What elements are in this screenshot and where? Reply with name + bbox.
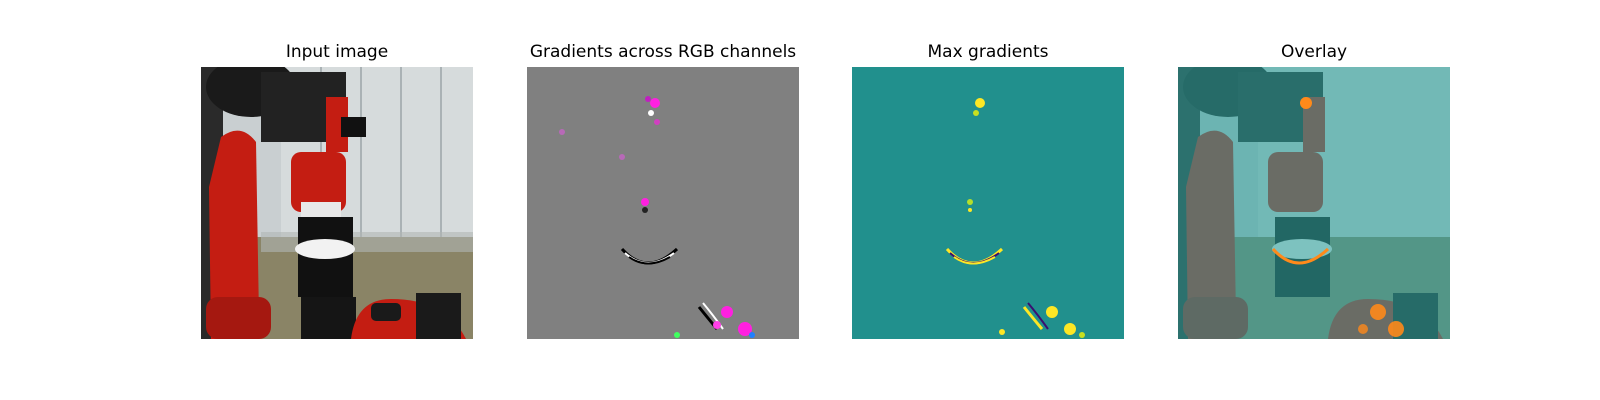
max-gradient-image (852, 67, 1124, 339)
panel-input-image: Input image (201, 0, 473, 400)
panel-max-gradients: Max gradients (852, 0, 1124, 400)
overlay-image (1178, 67, 1450, 339)
panel-title: Gradients across RGB channels (529, 42, 797, 62)
panel-title: Max gradients (927, 42, 1049, 62)
panel-title: Overlay (1280, 42, 1348, 62)
rgb-gradient-image (527, 67, 799, 339)
panel-title: Input image (285, 42, 389, 62)
panel-overlay: Overlay (1178, 0, 1450, 400)
panel-rgb-gradients: Gradients across RGB channels (527, 0, 799, 400)
input-image (201, 67, 473, 339)
